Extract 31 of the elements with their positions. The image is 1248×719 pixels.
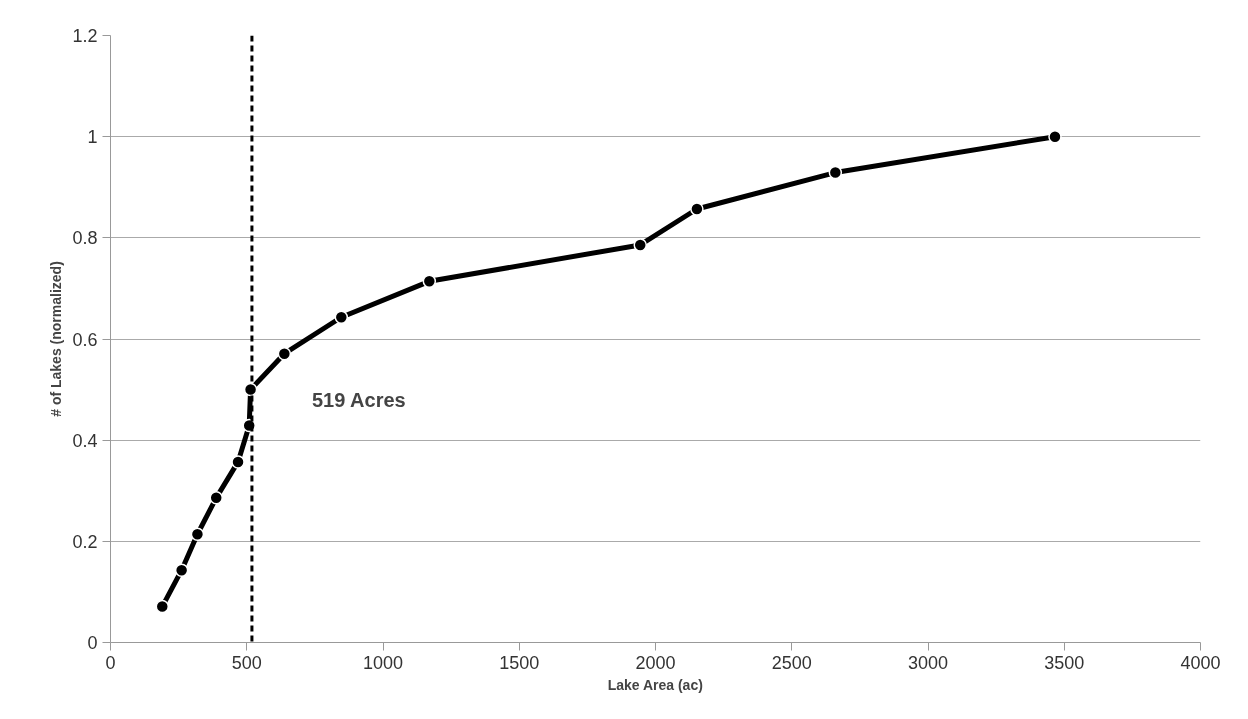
x-tick-label: 2000: [635, 652, 676, 673]
x-tick-label: 0: [105, 652, 116, 673]
point: [828, 165, 843, 180]
y-tick-label: 0.4: [72, 430, 98, 451]
point: [174, 563, 189, 577]
x-tick-label: 2500: [771, 652, 812, 673]
ref-line-label: 519 Acres: [311, 388, 406, 411]
y-tick-label: 1: [87, 127, 98, 148]
point: [231, 455, 245, 469]
point: [277, 346, 292, 361]
x-tick-label: 1000: [362, 652, 404, 673]
point: [422, 274, 437, 289]
x-tick-label: 3000: [907, 652, 949, 673]
point: [155, 599, 170, 614]
point: [334, 310, 349, 324]
point: [190, 527, 205, 541]
point: [690, 202, 704, 216]
point: [633, 238, 647, 252]
x-tick-label: 500: [231, 652, 262, 673]
y-tick-label: 0.6: [72, 329, 98, 350]
point: [209, 491, 223, 505]
y-tick-label: 0.8: [72, 228, 98, 249]
y-tick-label: 0.2: [72, 531, 98, 552]
point: [1048, 129, 1062, 144]
x-tick-label: 4000: [1180, 652, 1221, 673]
x-tick-label: 1500: [499, 652, 540, 673]
x-axis-title: Lake Area (ac): [607, 676, 703, 693]
x-tick-label: 3500: [1044, 652, 1085, 673]
y-tick-label: 1.2: [72, 26, 98, 46]
y-tick-label: 0: [87, 633, 98, 653]
y-axis-title: # of Lakes (normalized): [48, 261, 65, 417]
